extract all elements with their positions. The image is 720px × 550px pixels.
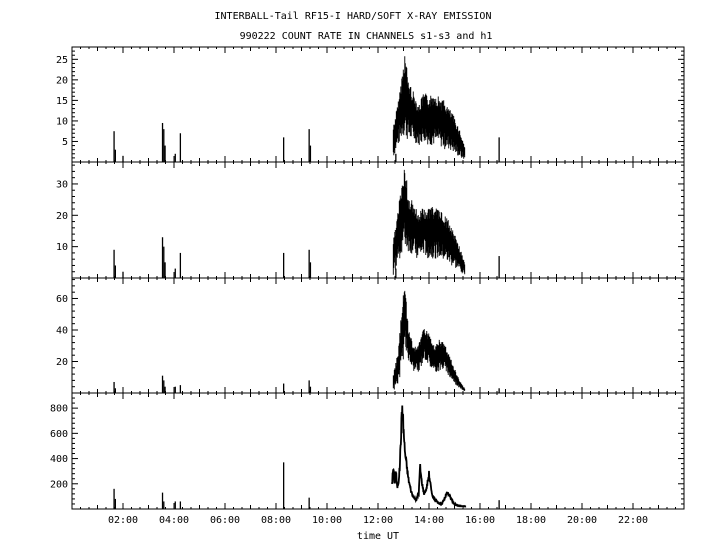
y-tick-label-s2: 20 xyxy=(56,211,68,222)
chart-subtitle: 990222 COUNT RATE IN CHANNELS s1-s3 and … xyxy=(240,31,493,42)
x-tick-label: 08:00 xyxy=(261,515,291,526)
y-tick-label-s1: 5 xyxy=(62,137,68,148)
data-event-band-s1 xyxy=(392,56,466,159)
x-tick-label: 06:00 xyxy=(210,515,240,526)
y-tick-label-s1: 15 xyxy=(56,96,68,107)
y-tick-label-s3: 20 xyxy=(56,357,68,368)
x-tick-label: 16:00 xyxy=(465,515,495,526)
data-line-h1 xyxy=(391,405,467,508)
y-tick-label-s3: 60 xyxy=(56,294,68,305)
data-event-band-s3 xyxy=(392,290,466,392)
x-axis-label: time UT xyxy=(357,531,399,542)
y-tick-label-s1: 20 xyxy=(56,75,68,86)
x-tick-label: 10:00 xyxy=(312,515,342,526)
y-tick-label-h1: 800 xyxy=(50,404,68,415)
panel-s2: 10 20 30 xyxy=(56,161,685,279)
x-tick-label: 18:00 xyxy=(516,515,546,526)
y-tick-label-h1: 400 xyxy=(50,454,68,465)
y-tick-label-s1: 10 xyxy=(56,116,68,127)
x-tick-label: 02:00 xyxy=(108,515,138,526)
y-tick-label-s3: 40 xyxy=(56,325,68,336)
panel-h1: 200 400 600 800 xyxy=(50,392,685,510)
y-tick-label-h1: 200 xyxy=(50,479,68,490)
y-tick-label-s2: 30 xyxy=(56,179,68,190)
panels-group: 5 10 15 20 25 10 20 30 20 40 60 200 400 600 800 xyxy=(50,46,685,510)
x-tick-label: 04:00 xyxy=(159,515,189,526)
data-event-band-s2 xyxy=(392,169,466,275)
y-tick-label-s1: 25 xyxy=(56,55,68,66)
x-axis: 02:00 04:00 06:00 08:00 10:00 12:00 14:00 16:00… xyxy=(108,515,648,526)
x-tick-label: 12:00 xyxy=(363,515,393,526)
x-tick-label: 20:00 xyxy=(567,515,597,526)
x-tick-label: 22:00 xyxy=(618,515,648,526)
y-tick-label-s2: 10 xyxy=(56,242,68,253)
x-tick-label: 14:00 xyxy=(414,515,444,526)
chart-title: INTERBALL-Tail RF15-I HARD/SOFT X-RAY EM… xyxy=(215,11,492,22)
y-tick-label-h1: 600 xyxy=(50,429,68,440)
